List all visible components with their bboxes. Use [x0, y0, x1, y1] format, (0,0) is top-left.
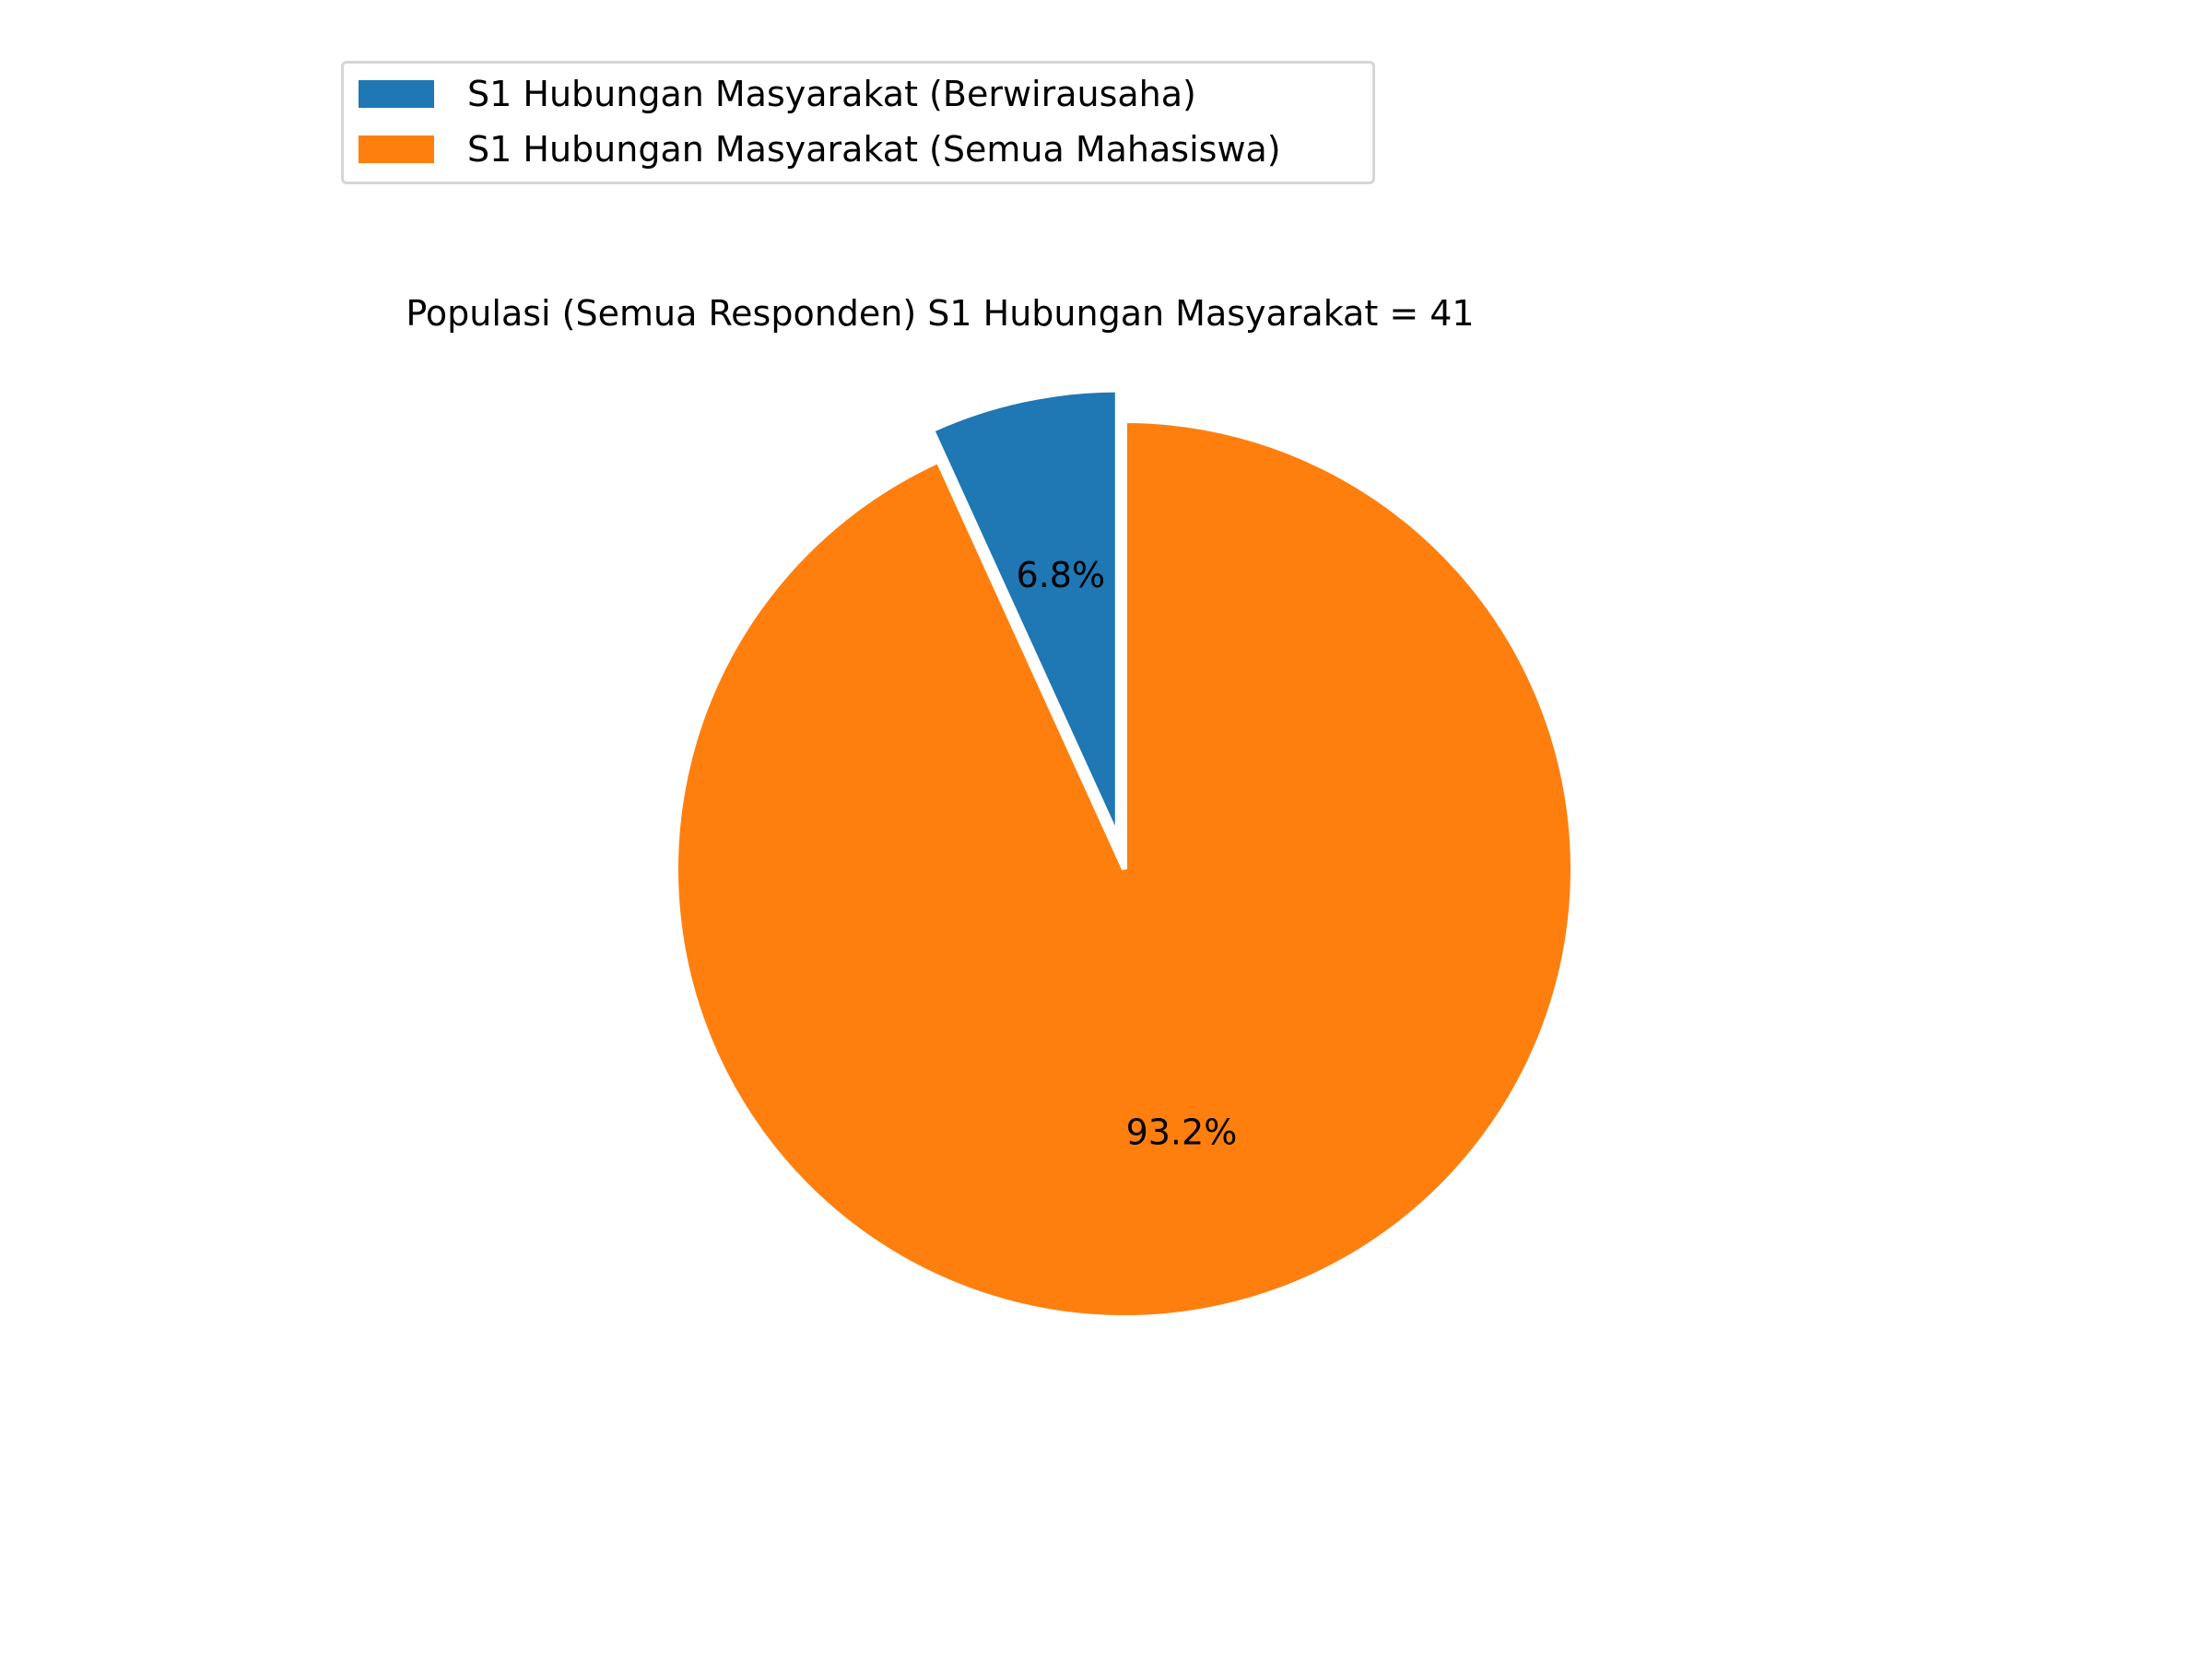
pie-slice-label-1: 93.2% — [1126, 1112, 1238, 1153]
legend-item-berwirausaha: S1 Hubungan Masyarakat (Berwirausaha) — [359, 71, 1196, 117]
legend-item-semua-mahasiswa: S1 Hubungan Masyarakat (Semua Mahasiswa) — [359, 126, 1281, 172]
pie-slice-0 — [927, 386, 1121, 840]
legend-label-berwirausaha: S1 Hubungan Masyarakat (Berwirausaha) — [467, 74, 1196, 114]
pie-slice-1 — [673, 417, 1576, 1321]
pie-slice-label-0: 6.8% — [1017, 555, 1106, 595]
legend-swatch-berwirausaha — [359, 80, 434, 108]
legend-label-semua-mahasiswa: S1 Hubungan Masyarakat (Semua Mahasiswa) — [467, 129, 1281, 170]
chart-legend: S1 Hubungan Masyarakat (Berwirausaha) S1… — [341, 61, 1375, 184]
chart-title: Populasi (Semua Responden) S1 Hubungan M… — [406, 293, 1475, 334]
legend-swatch-semua-mahasiswa — [359, 135, 434, 163]
